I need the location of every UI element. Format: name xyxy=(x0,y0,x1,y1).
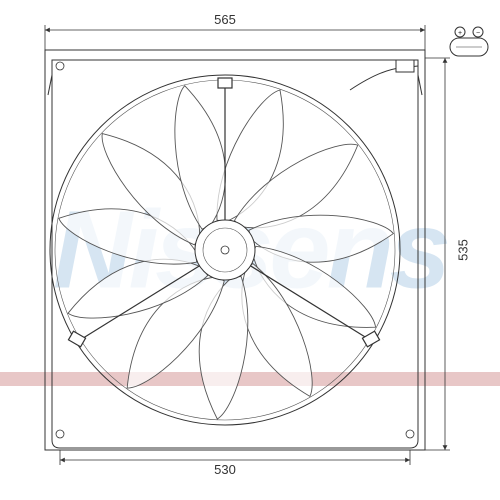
dim-label-top: 565 xyxy=(214,12,236,27)
fan-assembly xyxy=(50,75,400,425)
technical-drawing: + − xyxy=(0,0,500,500)
dim-label-bottom: 530 xyxy=(214,462,236,477)
connector-plus: + xyxy=(458,30,462,37)
diagram-canvas: Nissens 565 535 530 xyxy=(0,0,500,500)
wire xyxy=(350,60,418,90)
dim-label-right: 535 xyxy=(455,239,470,261)
connector-detail: + − xyxy=(450,27,488,56)
connector-minus: − xyxy=(476,30,480,37)
